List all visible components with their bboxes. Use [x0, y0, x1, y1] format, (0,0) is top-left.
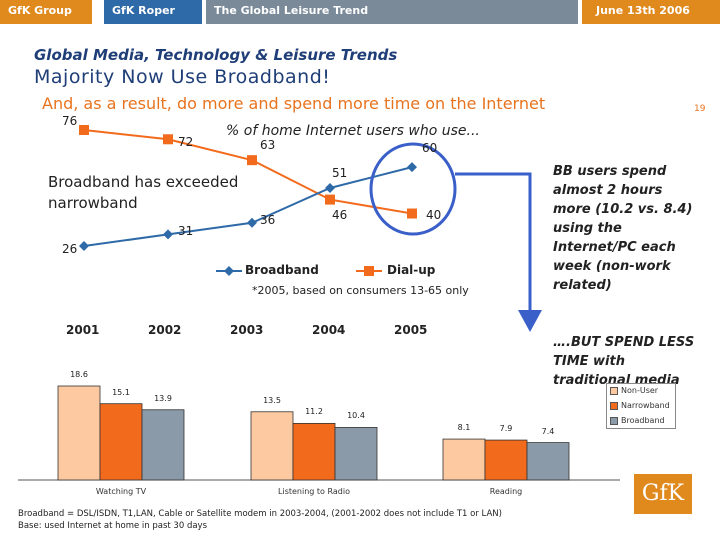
broadband-point [79, 241, 89, 251]
bar-value-label: 7.4 [541, 426, 555, 436]
dialup-value-label: 63 [260, 138, 276, 153]
bar-value-label: 10.4 [347, 411, 365, 421]
page-number: 19 [694, 104, 706, 114]
legend-narrowband-swatch [610, 402, 618, 410]
legend-broadband-swatch [610, 417, 618, 425]
dialup-point [407, 208, 417, 219]
tab-gfk-roper[interactable]: GfK Roper [104, 0, 202, 24]
bar-non-user [250, 411, 294, 481]
broadband-note: Broadband has exceeded narrowband [48, 173, 239, 212]
broadband-value-label: 31 [178, 224, 194, 239]
year-label: 2002 [148, 323, 182, 337]
footnote-base: Base: used Internet at home in past 30 d… [18, 521, 208, 531]
bar-value-label: 7.9 [499, 424, 513, 434]
section-title: Global Media, Technology & Leisure Trend… [34, 46, 398, 64]
legend-narrowband-label: Narrowband [621, 401, 670, 410]
broadband-point [325, 183, 335, 193]
bar-broadband [141, 409, 185, 481]
bar-value-label: 15.1 [112, 387, 130, 397]
bar-non-user [57, 385, 101, 481]
footnote-definition: Broadband = DSL/ISDN, T1,LAN, Cable or S… [18, 509, 502, 519]
tab-date[interactable]: June 13th 2006 [582, 0, 720, 24]
broadband-value-label: 60 [422, 141, 438, 156]
dialup-point [163, 134, 173, 145]
legend-broadband-label: Broadband [245, 263, 319, 277]
year-label: 2004 [312, 323, 346, 337]
legend-dialup-marker [364, 266, 374, 276]
callout-text-1: BB users spend almost 2 hours more (10.2… [553, 164, 693, 293]
broadband-point [407, 162, 417, 173]
gfk-logo: GfK [634, 474, 692, 514]
dialup-point [79, 125, 89, 135]
legend-dialup-label: Dial-up [387, 263, 436, 277]
bar-value-label: 13.5 [263, 395, 281, 405]
bar-value-label: 18.6 [70, 370, 88, 379]
dialup-value-label: 46 [332, 207, 348, 222]
bar-category-label: Reading [489, 487, 523, 496]
slide-subtitle: And, as a result, do more and spend more… [42, 94, 546, 113]
broadband-value-label: 36 [260, 212, 276, 227]
chart-caption: % of home Internet users who use... [226, 123, 480, 139]
tab-gfk-group[interactable]: GfK Group [0, 0, 92, 24]
dialup-value-label: 72 [178, 135, 194, 150]
dialup-value-label: 76 [62, 114, 78, 128]
bar-value-label: 11.2 [305, 407, 323, 417]
header-bar: GfK Group GfK Roper The Global Leisure T… [0, 0, 720, 24]
broadband-point [163, 229, 173, 240]
bar-value-label: 8.1 [457, 423, 471, 433]
broadband-point [247, 217, 257, 228]
year-label: 2003 [230, 323, 264, 337]
bar-category-label: Listening to Radio [278, 487, 350, 496]
dialup-point [247, 155, 257, 166]
callout-circle [369, 142, 457, 236]
callout-arrow-head [518, 310, 542, 332]
tab-global-leisure-trend[interactable]: The Global Leisure Trend [206, 0, 578, 24]
legend-broadband-bar-label: Broadband [621, 416, 665, 425]
dialup-point [325, 194, 335, 205]
bar-broadband [526, 442, 570, 481]
sample-note: *2005, based on consumers 13-65 only [252, 284, 469, 297]
broadband-value-label: 26 [62, 242, 78, 256]
bar-non-user [442, 438, 486, 481]
slide-title: Majority Now Use Broadband! [34, 66, 331, 88]
bar-broadband [334, 427, 378, 481]
bar-category-label: Watching TV [95, 487, 147, 496]
dialup-value-label: 40 [426, 207, 442, 222]
legend-nonuser-label: Non-User [621, 386, 659, 395]
legend-nonuser-swatch [610, 387, 618, 395]
callout-arrow-line [455, 172, 532, 310]
bar-narrowband [484, 439, 528, 481]
bar-narrowband [99, 403, 143, 481]
year-label: 2001 [66, 323, 100, 337]
bar-narrowband [292, 422, 336, 481]
year-label: 2005 [394, 323, 428, 337]
broadband-value-label: 51 [332, 166, 348, 180]
legend-broadband-marker [224, 266, 234, 276]
bar-value-label: 13.9 [154, 393, 172, 403]
